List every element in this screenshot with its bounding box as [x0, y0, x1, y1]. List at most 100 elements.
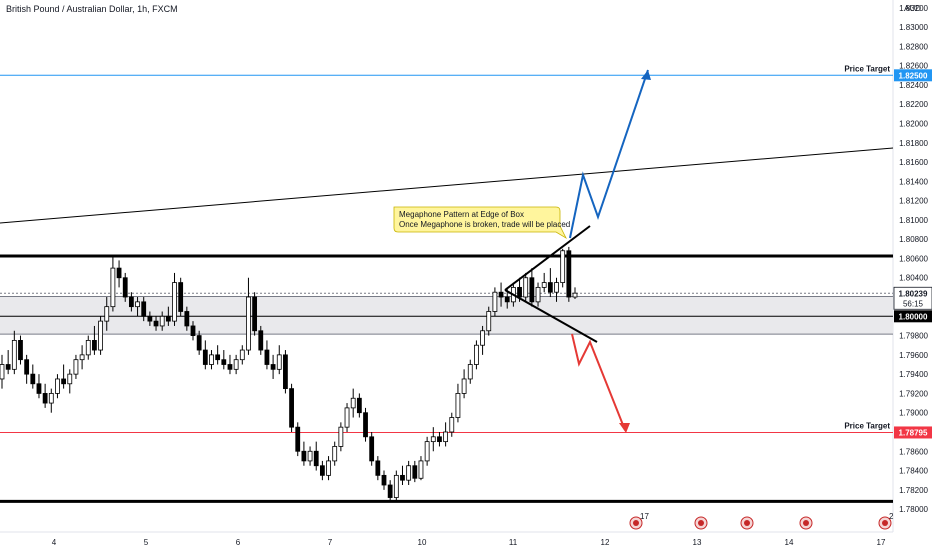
candle-body [196, 335, 202, 351]
price-tick-label: 1.82600 [899, 62, 928, 71]
candle-body [36, 383, 42, 394]
time-tick-label: 11 [509, 538, 518, 547]
price-tick-label: 1.82000 [899, 120, 928, 129]
megaphone-upper-line[interactable] [504, 225, 591, 291]
candle [239, 345, 245, 365]
candle-body [443, 431, 449, 443]
candle [295, 422, 301, 457]
long-trendline[interactable] [0, 147, 894, 224]
candle [172, 272, 177, 326]
candle [55, 374, 60, 399]
price-tick-label: 1.79600 [899, 351, 928, 360]
annotation-callout[interactable]: Megaphone Pattern at Edge of Box Once Me… [393, 206, 570, 240]
candle-body [258, 330, 264, 351]
candle-body [461, 378, 467, 394]
bar-countdown: 56:15 [903, 299, 924, 308]
candle [523, 272, 529, 302]
candle-body [529, 277, 535, 303]
candle [128, 292, 134, 312]
price-tick-label: 1.83000 [899, 23, 928, 32]
candle-body [135, 301, 140, 308]
candle-body [30, 373, 36, 385]
event-flag-icon [694, 516, 708, 530]
candle [165, 306, 171, 326]
candle-body [209, 354, 214, 365]
candle [116, 260, 122, 288]
candle-body [79, 354, 85, 361]
candle-body [572, 292, 578, 298]
price-tick-label: 1.80400 [899, 274, 928, 283]
candle-body [541, 282, 547, 288]
candle-body [301, 450, 307, 462]
candle-body [437, 436, 442, 443]
candle-body [85, 340, 91, 356]
event-flag-dot [698, 520, 704, 526]
event-badges[interactable]: 17 2 [629, 512, 894, 530]
time-axis[interactable]: 4 5 6 7 10 11 12 13 14 17 [52, 538, 886, 547]
candle [104, 297, 110, 331]
price-label-current: 1.80239 56:15 [893, 286, 932, 310]
candle [356, 393, 362, 418]
candle-body [412, 465, 418, 479]
candle-body [517, 286, 522, 298]
event-flag-icon [799, 516, 813, 530]
candle-body [239, 349, 245, 361]
svg-text:1.80000: 1.80000 [899, 312, 928, 321]
event-flag-icon [740, 516, 754, 530]
candle-body [547, 282, 553, 293]
candle-body [400, 474, 405, 481]
candle [5, 350, 11, 375]
candle-body [227, 364, 233, 370]
candle [190, 321, 196, 341]
bullish-projection-path[interactable] [569, 69, 649, 239]
megaphone-lower-line[interactable] [504, 289, 598, 343]
candle-body [184, 311, 190, 327]
candle [369, 431, 375, 466]
candle [424, 436, 430, 466]
candle [221, 350, 227, 370]
candle [541, 272, 547, 293]
time-tick-label: 12 [601, 538, 610, 547]
candle-body [295, 426, 301, 452]
candle-body [307, 450, 313, 462]
candle-body [486, 311, 492, 332]
time-tick-label: 14 [785, 538, 794, 547]
candle [437, 431, 442, 447]
candle-body [326, 460, 331, 476]
candle-body [55, 378, 60, 394]
candle [147, 311, 153, 326]
candle-body [11, 340, 17, 370]
price-tick-label: 1.79800 [899, 332, 928, 341]
price-tick-label: 1.81200 [899, 197, 928, 206]
candle [18, 335, 23, 365]
candle [153, 316, 159, 331]
candle [98, 316, 103, 355]
price-target-down-label: Price Target [844, 421, 890, 430]
candle [492, 287, 498, 317]
candle [233, 354, 239, 375]
candle [184, 306, 190, 331]
candle [338, 422, 344, 452]
candle-body [233, 359, 239, 370]
candle-body [276, 354, 282, 370]
candle [375, 456, 381, 481]
candle [178, 277, 184, 317]
candle [406, 460, 412, 486]
time-tick-label: 4 [52, 538, 57, 547]
candle [554, 277, 559, 302]
candle [276, 345, 282, 375]
candle-body [393, 474, 399, 498]
candle [449, 412, 455, 437]
price-tick-label: 1.80800 [899, 235, 928, 244]
candle [11, 330, 17, 375]
candle-body [356, 397, 362, 414]
candle-body [319, 465, 325, 476]
price-tick-label: 1.83200 [899, 4, 928, 13]
candle [79, 345, 85, 370]
candle-body [215, 354, 221, 361]
svg-text:1.78795: 1.78795 [899, 428, 928, 437]
candle-body [165, 315, 171, 322]
candle [560, 248, 566, 288]
bearish-projection-path[interactable] [571, 333, 626, 431]
